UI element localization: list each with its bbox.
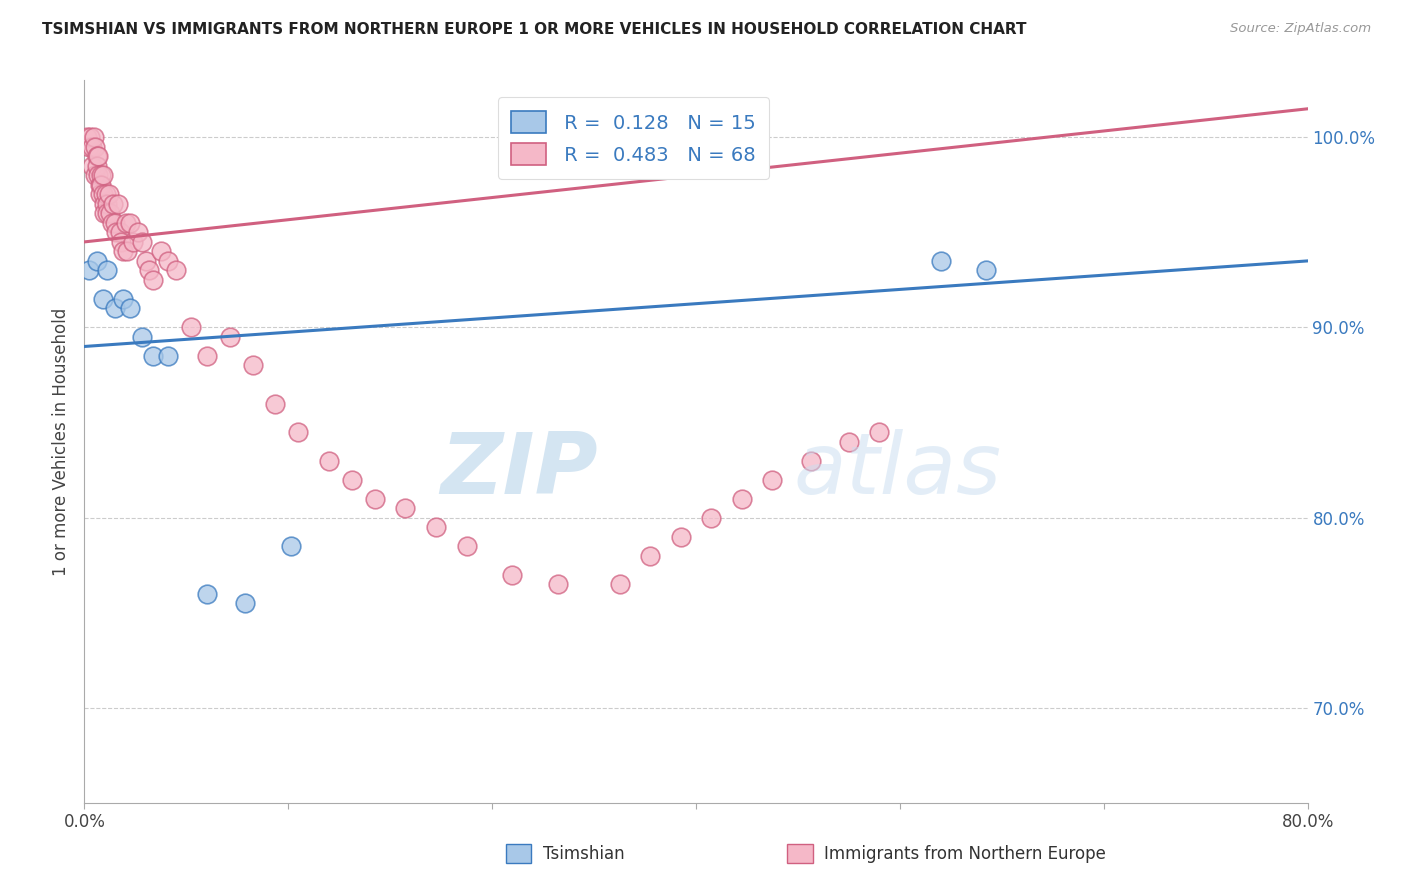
- Point: [195, 349, 218, 363]
- Point: [114, 216, 136, 230]
- Point: [218, 330, 240, 344]
- Point: [110, 235, 132, 249]
- Text: TSIMSHIAN VS IMMIGRANTS FROM NORTHERN EUROPE 1 OR MORE VEHICLES IN HOUSEHOLD COR: TSIMSHIAN VS IMMIGRANTS FROM NORTHERN EU…: [42, 22, 1026, 37]
- Point: [111, 292, 134, 306]
- Point: [98, 206, 121, 220]
- Point: [502, 567, 524, 582]
- Point: [80, 159, 103, 173]
- Point: [157, 349, 180, 363]
- Point: [609, 577, 631, 591]
- Legend:  R =  0.128   N = 15,  R =  0.483   N = 68: R = 0.128 N = 15, R = 0.483 N = 68: [498, 97, 769, 179]
- Point: [456, 539, 478, 553]
- Point: [340, 473, 363, 487]
- Point: [84, 140, 107, 154]
- Point: [84, 169, 107, 183]
- Point: [96, 197, 118, 211]
- Point: [800, 453, 823, 467]
- Point: [91, 169, 114, 183]
- Point: [87, 169, 110, 183]
- Point: [77, 263, 100, 277]
- Point: [976, 263, 998, 277]
- Point: [180, 320, 202, 334]
- Point: [242, 359, 264, 373]
- Point: [93, 206, 115, 220]
- Point: [77, 140, 100, 154]
- Point: [318, 453, 340, 467]
- Point: [669, 530, 692, 544]
- Point: [127, 226, 149, 240]
- Point: [111, 244, 134, 259]
- Point: [131, 235, 153, 249]
- Point: [122, 235, 145, 249]
- Point: [87, 149, 110, 163]
- Point: [83, 130, 105, 145]
- Text: atlas: atlas: [794, 429, 1002, 512]
- Point: [280, 539, 302, 553]
- Point: [264, 396, 287, 410]
- Point: [135, 254, 157, 268]
- Point: [731, 491, 754, 506]
- Point: [547, 577, 569, 591]
- Point: [838, 434, 860, 449]
- Point: [157, 254, 180, 268]
- Point: [79, 130, 101, 145]
- Point: [104, 301, 127, 316]
- Point: [138, 263, 160, 277]
- Point: [96, 206, 118, 220]
- Point: [108, 226, 131, 240]
- Point: [93, 197, 115, 211]
- Point: [103, 197, 125, 211]
- Point: [86, 159, 108, 173]
- Point: [80, 140, 103, 154]
- Point: [425, 520, 447, 534]
- Point: [86, 254, 108, 268]
- Point: [107, 197, 129, 211]
- Point: [89, 178, 111, 192]
- Point: [104, 216, 127, 230]
- Point: [91, 187, 114, 202]
- Point: [131, 330, 153, 344]
- Point: [195, 587, 218, 601]
- Point: [89, 187, 111, 202]
- Bar: [506, 844, 531, 863]
- Point: [638, 549, 661, 563]
- Point: [364, 491, 387, 506]
- Y-axis label: 1 or more Vehicles in Household: 1 or more Vehicles in Household: [52, 308, 70, 575]
- Point: [91, 292, 114, 306]
- Point: [929, 254, 952, 268]
- Point: [142, 349, 165, 363]
- Text: ZIP: ZIP: [440, 429, 598, 512]
- Bar: [787, 844, 813, 863]
- Point: [97, 187, 120, 202]
- Point: [165, 263, 187, 277]
- Point: [120, 301, 142, 316]
- Point: [287, 425, 309, 439]
- Point: [86, 149, 108, 163]
- Text: Immigrants from Northern Europe: Immigrants from Northern Europe: [824, 845, 1105, 863]
- Point: [233, 596, 256, 610]
- Text: Tsimshian: Tsimshian: [543, 845, 624, 863]
- Point: [120, 216, 142, 230]
- Point: [90, 169, 112, 183]
- Point: [394, 501, 416, 516]
- Point: [90, 178, 112, 192]
- Point: [700, 510, 723, 524]
- Point: [76, 130, 98, 145]
- Point: [869, 425, 891, 439]
- Point: [142, 273, 165, 287]
- Point: [761, 473, 783, 487]
- Point: [94, 187, 117, 202]
- Text: Source: ZipAtlas.com: Source: ZipAtlas.com: [1230, 22, 1371, 36]
- Point: [115, 244, 138, 259]
- Point: [96, 263, 118, 277]
- Point: [101, 216, 124, 230]
- Point: [149, 244, 172, 259]
- Point: [105, 226, 128, 240]
